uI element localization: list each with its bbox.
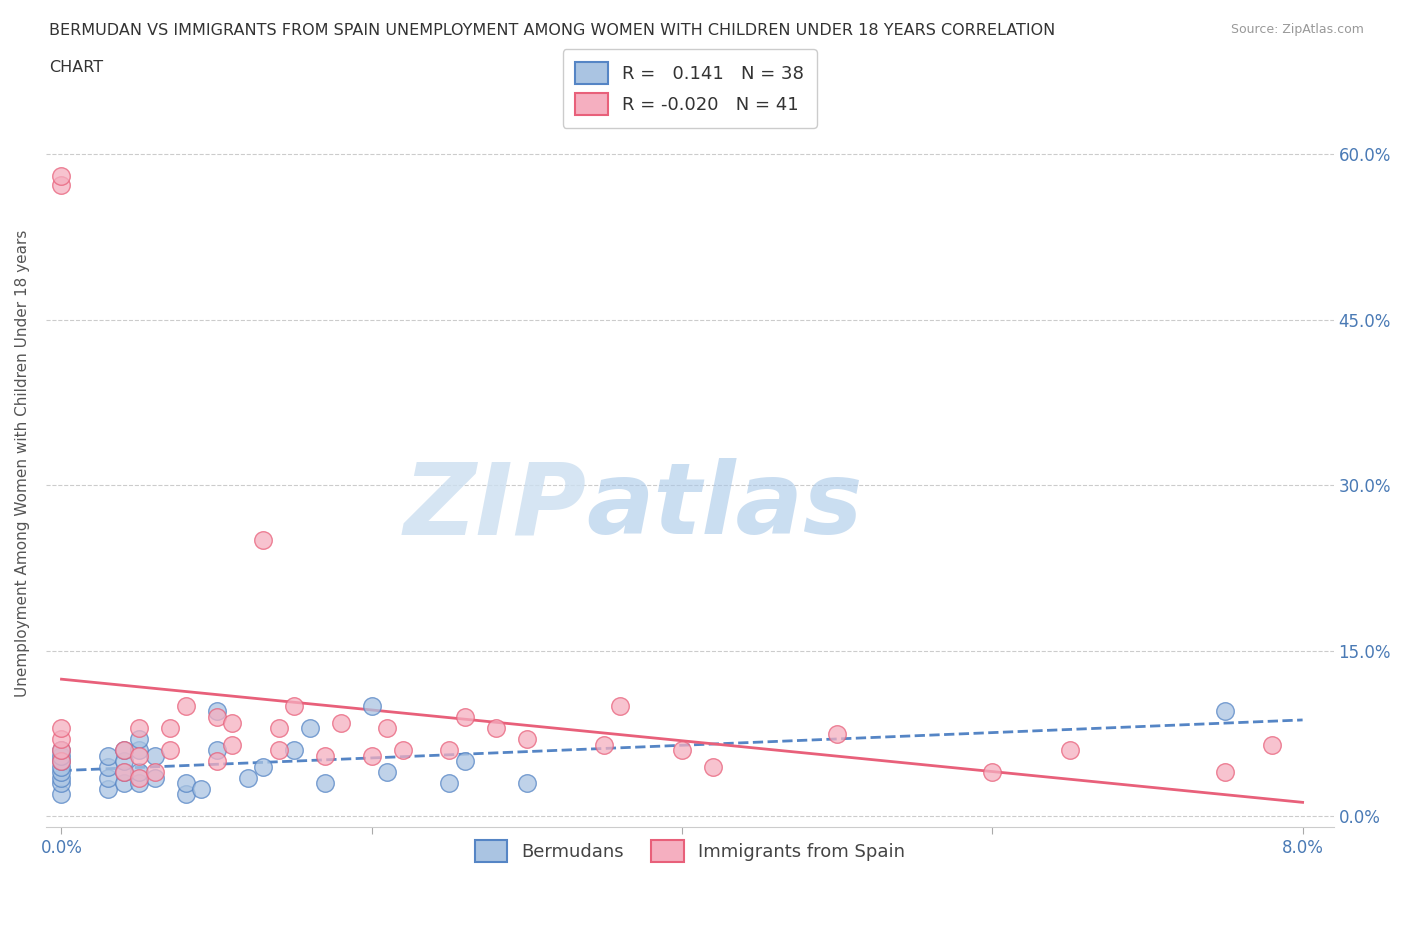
Point: [981, 764, 1004, 779]
Point: [375, 764, 398, 779]
Point: [128, 764, 150, 779]
Point: [128, 770, 150, 785]
Point: [128, 749, 150, 764]
Point: [128, 776, 150, 790]
Point: [190, 781, 212, 796]
Y-axis label: Unemployment Among Women with Children Under 18 years: Unemployment Among Women with Children U…: [15, 230, 30, 697]
Point: [283, 698, 305, 713]
Text: ZIP: ZIP: [404, 458, 586, 555]
Point: [454, 710, 477, 724]
Point: [51, 776, 73, 790]
Point: [267, 743, 290, 758]
Point: [143, 749, 166, 764]
Point: [51, 749, 73, 764]
Point: [205, 753, 228, 768]
Point: [485, 721, 508, 736]
Point: [593, 737, 616, 752]
Point: [51, 721, 73, 736]
Point: [174, 776, 197, 790]
Point: [1213, 764, 1236, 779]
Point: [375, 721, 398, 736]
Point: [360, 749, 382, 764]
Point: [516, 776, 538, 790]
Point: [205, 710, 228, 724]
Point: [267, 721, 290, 736]
Point: [1260, 737, 1282, 752]
Point: [283, 743, 305, 758]
Point: [51, 764, 73, 779]
Point: [51, 168, 73, 183]
Point: [159, 743, 181, 758]
Point: [205, 743, 228, 758]
Point: [314, 776, 336, 790]
Point: [143, 770, 166, 785]
Point: [51, 770, 73, 785]
Point: [128, 721, 150, 736]
Point: [1059, 743, 1081, 758]
Point: [112, 743, 135, 758]
Point: [221, 715, 243, 730]
Point: [329, 715, 352, 730]
Point: [128, 732, 150, 747]
Point: [97, 749, 120, 764]
Point: [360, 698, 382, 713]
Point: [391, 743, 413, 758]
Text: CHART: CHART: [49, 60, 103, 75]
Point: [252, 533, 274, 548]
Point: [112, 776, 135, 790]
Point: [609, 698, 631, 713]
Point: [112, 743, 135, 758]
Point: [143, 764, 166, 779]
Point: [51, 759, 73, 774]
Point: [439, 743, 461, 758]
Point: [236, 770, 259, 785]
Point: [252, 759, 274, 774]
Point: [97, 770, 120, 785]
Point: [51, 753, 73, 768]
Point: [112, 753, 135, 768]
Point: [112, 764, 135, 779]
Text: Source: ZipAtlas.com: Source: ZipAtlas.com: [1230, 23, 1364, 36]
Point: [51, 178, 73, 193]
Point: [97, 759, 120, 774]
Point: [51, 743, 73, 758]
Point: [314, 749, 336, 764]
Point: [159, 721, 181, 736]
Point: [51, 732, 73, 747]
Point: [825, 726, 848, 741]
Text: BERMUDAN VS IMMIGRANTS FROM SPAIN UNEMPLOYMENT AMONG WOMEN WITH CHILDREN UNDER 1: BERMUDAN VS IMMIGRANTS FROM SPAIN UNEMPL…: [49, 23, 1056, 38]
Point: [671, 743, 693, 758]
Point: [174, 787, 197, 802]
Point: [97, 781, 120, 796]
Point: [298, 721, 321, 736]
Point: [112, 764, 135, 779]
Point: [174, 698, 197, 713]
Point: [516, 732, 538, 747]
Point: [439, 776, 461, 790]
Point: [205, 704, 228, 719]
Point: [221, 737, 243, 752]
Point: [51, 787, 73, 802]
Point: [128, 743, 150, 758]
Point: [702, 759, 724, 774]
Point: [454, 753, 477, 768]
Text: atlas: atlas: [586, 458, 863, 555]
Legend: Bermudans, Immigrants from Spain: Bermudans, Immigrants from Spain: [467, 833, 912, 870]
Point: [51, 743, 73, 758]
Point: [1213, 704, 1236, 719]
Point: [51, 753, 73, 768]
